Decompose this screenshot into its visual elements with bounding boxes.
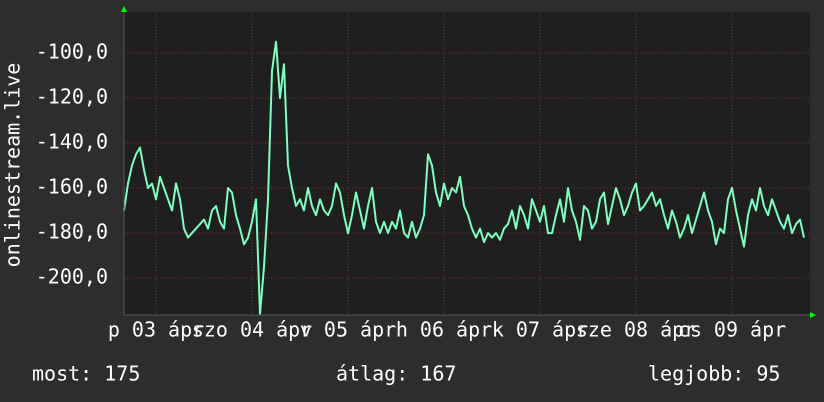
x-tick-label: k 07 ápr <box>492 318 588 342</box>
x-tick-label: cs 09 ápr <box>678 318 786 342</box>
x-tick-label: szo 04 ápr <box>192 318 312 342</box>
y-arrow <box>121 6 127 12</box>
y-tick-label: -160,0 <box>36 175 108 199</box>
y-tick-label: -200,0 <box>36 265 108 289</box>
stat-now: most: 175 <box>32 362 140 386</box>
y-tick-label: -120,0 <box>36 84 108 108</box>
y-tick-label: -100,0 <box>36 39 108 63</box>
x-tick-label: p 03 ápr <box>108 318 204 342</box>
y-tick-label: -140,0 <box>36 130 108 154</box>
y-axis-label: onlinestream.live <box>1 63 25 268</box>
x-tick-label: v 05 ápr <box>300 318 396 342</box>
x-arrow <box>810 312 816 318</box>
stat-average: átlag: 167 <box>336 362 456 386</box>
x-tick-label: sze 08 ápr <box>576 318 696 342</box>
plot-area <box>124 12 810 315</box>
data-line <box>123 40 805 316</box>
y-tick-label: -180,0 <box>36 220 108 244</box>
stat-best: legjobb: 95 <box>648 362 780 386</box>
x-tick-label: h 06 ápr <box>396 318 492 342</box>
